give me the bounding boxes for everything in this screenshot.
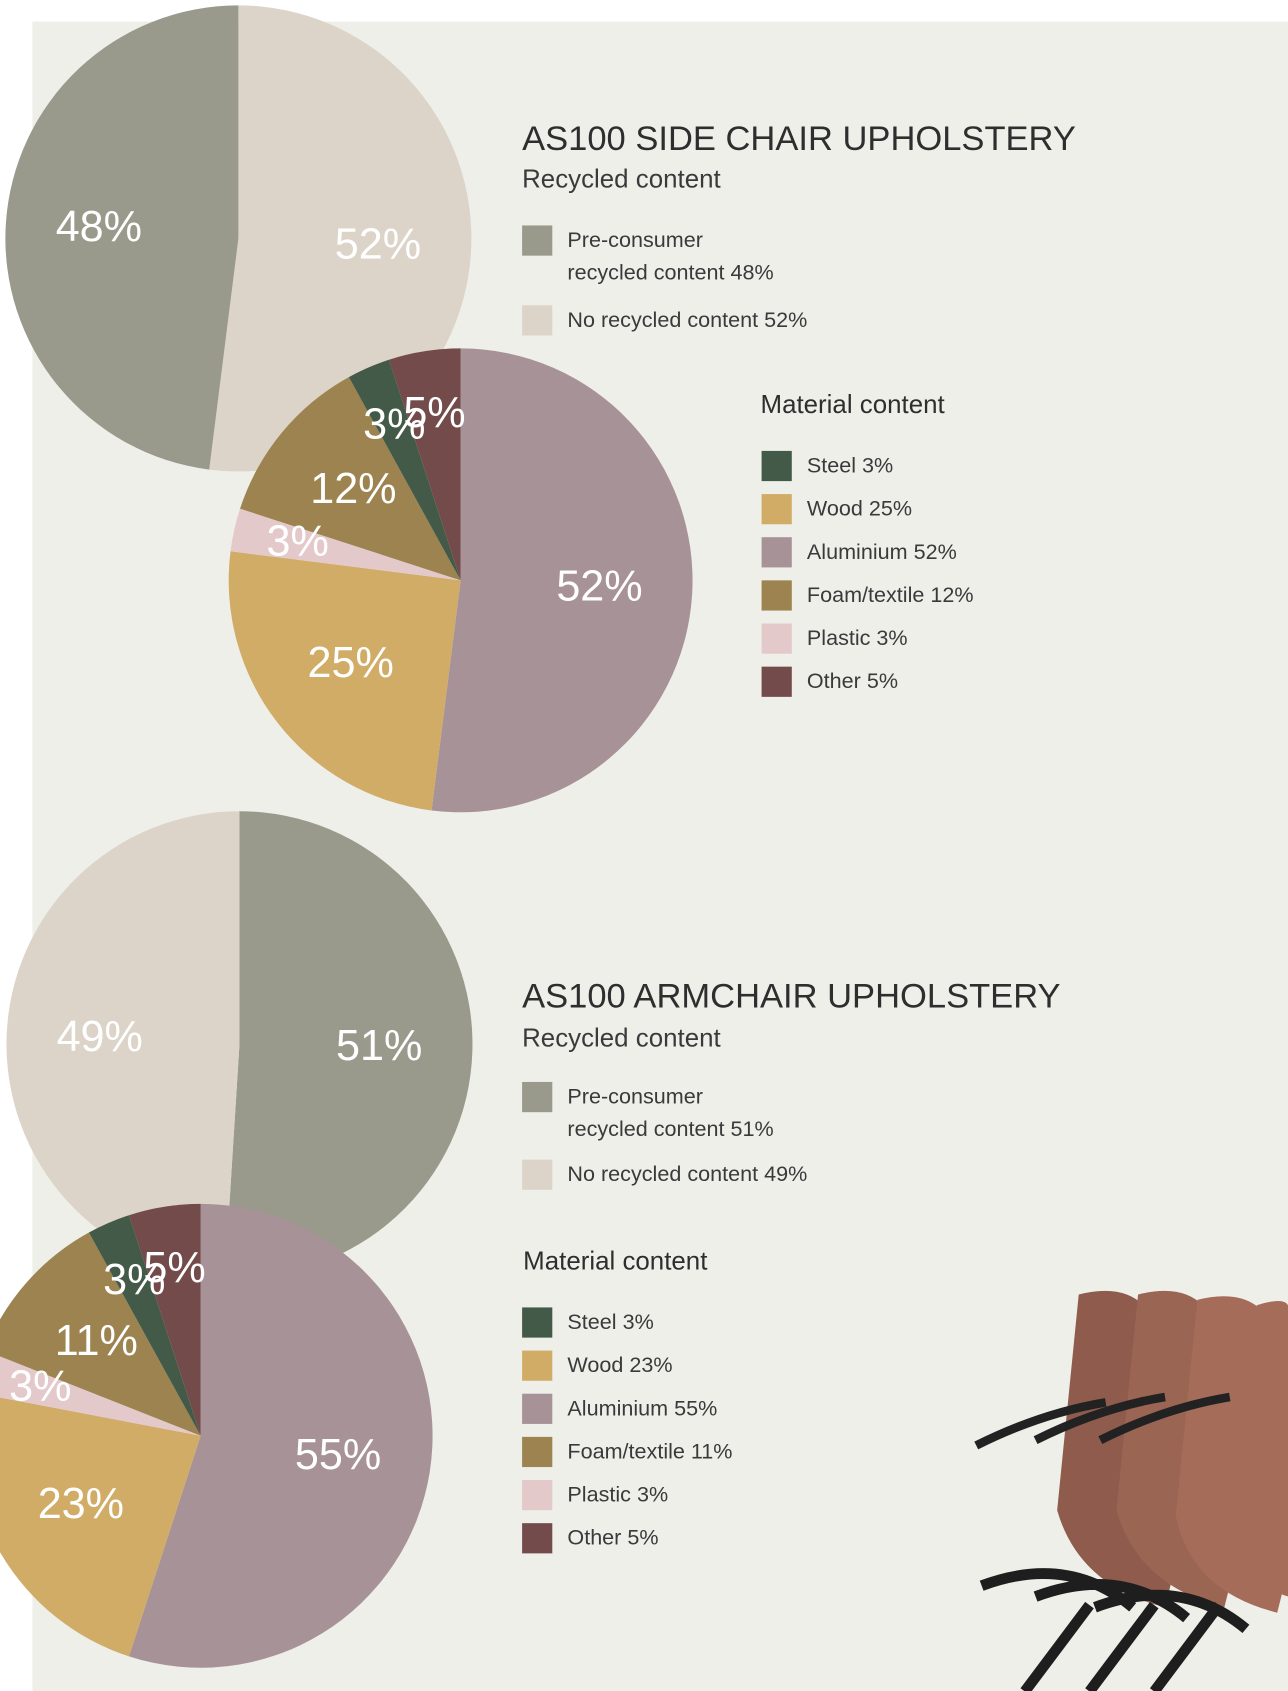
pie-slice	[128, 1203, 433, 1668]
slice-label: 12%	[310, 465, 396, 513]
legend-label: Steel 3%	[806, 454, 894, 478]
legend-swatch	[522, 1436, 553, 1468]
legend-swatch	[522, 225, 553, 256]
legend-label: Wood 25%	[806, 497, 913, 522]
pie-slice	[228, 551, 461, 811]
chart-title: Material content	[760, 390, 945, 420]
slice-label: 5%	[143, 1244, 205, 1292]
slice-label: 55%	[295, 1431, 381, 1479]
legend-label: Steel 3%	[567, 1310, 654, 1335]
legend-swatch	[761, 580, 792, 611]
pie-slice	[209, 5, 472, 472]
pie-slice	[348, 359, 461, 581]
slice-label: 52%	[556, 562, 642, 610]
legend-swatch	[522, 1350, 553, 1381]
pie-slice	[388, 348, 461, 581]
legend-swatch	[761, 494, 792, 525]
pie-slice	[0, 1232, 201, 1436]
pie-slice	[88, 1215, 201, 1436]
slice-label: 3%	[9, 1363, 71, 1411]
legend-label: Plastic 3%	[567, 1483, 669, 1507]
pie-slice	[0, 1356, 201, 1436]
pie-slice	[5, 5, 239, 470]
legend-label: Other 5%	[806, 669, 899, 694]
legend-label: Foam/textile 11%	[567, 1440, 733, 1464]
legend-label: Plastic 3%	[806, 626, 908, 651]
pie-slice	[224, 811, 473, 1278]
chart-title: AS100 SIDE CHAIR UPHOLSTERY	[522, 118, 1076, 158]
legend-swatch	[761, 623, 792, 654]
pie-slice	[128, 1203, 201, 1436]
legend-label: Other 5%	[567, 1526, 659, 1551]
chair-image	[974, 1290, 1288, 1691]
chart-subtitle: Recycled content	[522, 1023, 721, 1053]
pie-slice	[230, 508, 461, 581]
legend-swatch	[522, 1081, 553, 1113]
pie-slice	[6, 811, 240, 1277]
chart-title: AS100 ARMCHAIR UPHOLSTERY	[522, 976, 1061, 1016]
legend-label: Pre-consumer recycled content 51%	[567, 1085, 774, 1142]
legend-swatch	[761, 666, 792, 697]
legend-label: Pre-consumer recycled content 48%	[567, 228, 774, 285]
slice-label: 23%	[38, 1480, 124, 1528]
legend-swatch	[761, 450, 792, 482]
slice-label: 51%	[336, 1022, 422, 1070]
legend-label: Wood 23%	[567, 1353, 673, 1378]
pie-slice	[0, 1397, 201, 1657]
slice-label: 5%	[403, 389, 465, 437]
slice-label: 25%	[307, 639, 393, 687]
legend-swatch	[522, 1523, 553, 1554]
slice-label: 3%	[103, 1256, 165, 1304]
slice-label: 3%	[266, 517, 328, 565]
legend-label: Aluminium 52%	[806, 540, 957, 565]
pie-slice	[240, 377, 461, 581]
legend-swatch	[522, 1307, 553, 1338]
legend-label: Aluminium 55%	[567, 1396, 718, 1421]
legend-swatch	[522, 1480, 553, 1511]
slice-label: 48%	[56, 203, 142, 251]
legend-swatch	[522, 305, 553, 336]
chart-title: Material content	[523, 1247, 708, 1277]
legend-label: No recycled content 49%	[567, 1162, 808, 1187]
legend-label: No recycled content 52%	[567, 308, 808, 333]
slice-label: 52%	[335, 221, 421, 269]
legend-swatch	[761, 537, 792, 568]
legend-label: Foam/textile 12%	[806, 583, 974, 608]
legend-swatch	[522, 1393, 553, 1424]
slice-label: 11%	[55, 1317, 138, 1365]
legend-swatch	[522, 1159, 553, 1190]
slice-label: 3%	[363, 400, 425, 448]
chart-subtitle: Recycled content	[522, 165, 721, 195]
slice-label: 49%	[57, 1013, 143, 1061]
pie-slice	[431, 348, 693, 813]
